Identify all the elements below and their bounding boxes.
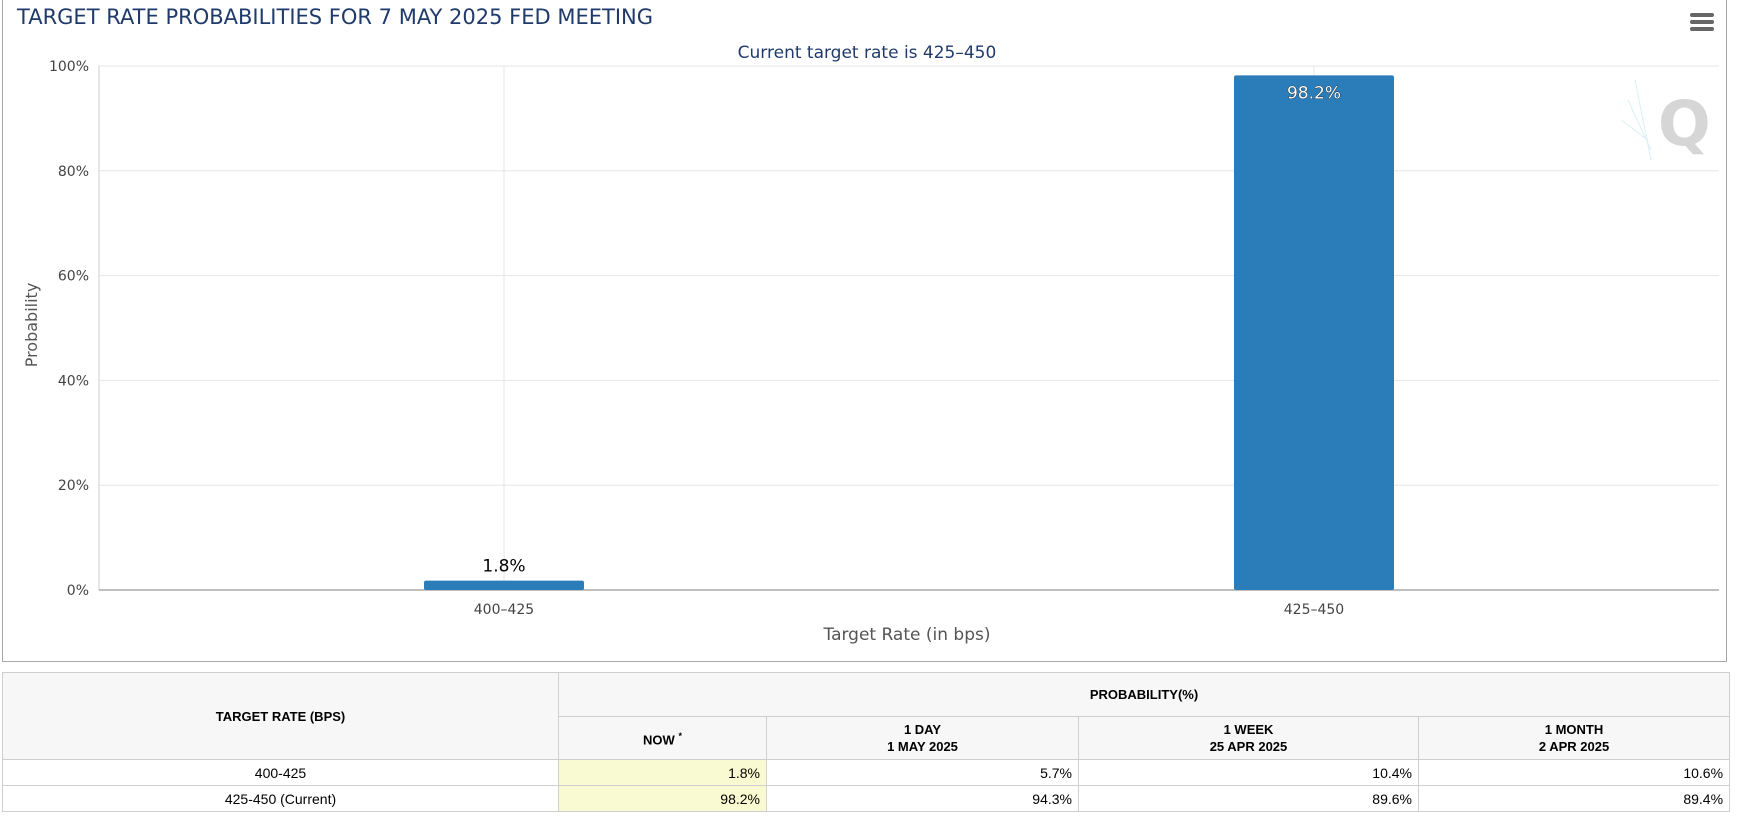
probability-table-container: TARGET RATE (BPS) PROBABILITY(%) NOW * 1… (2, 672, 1731, 812)
now-footnote-marker: * (678, 730, 682, 741)
y-tick-label: 40% (58, 373, 89, 389)
column-header-now: NOW * (558, 716, 767, 760)
chart-panel: TARGET RATE PROBABILITIES FOR 7 MAY 2025… (2, 0, 1727, 662)
probability-now-cell: 98.2% (558, 785, 767, 812)
y-tick-label: 100% (49, 59, 89, 75)
column-header-line1: NOW (643, 732, 675, 748)
quikstrike-q-logo: Q (1620, 79, 1711, 161)
target-rate-cell: 425-450 (Current) (2, 785, 559, 812)
probability-table: TARGET RATE (BPS) PROBABILITY(%) NOW * 1… (2, 672, 1731, 812)
probability-1-month-cell: 89.4% (1417, 785, 1731, 812)
probability-1-day-cell: 5.7% (766, 759, 1079, 786)
probability-now-cell: 1.8% (558, 759, 767, 786)
probability-1-day-cell: 94.3% (766, 785, 1079, 812)
y-axis-title: Probability (22, 283, 41, 368)
data-label: 98.2% (1287, 83, 1341, 103)
column-header-line2: 2 APR 2025 (1538, 739, 1610, 754)
chart-subtitle: Current target rate is 425–450 (738, 43, 997, 63)
probability-1-week-cell: 89.6% (1078, 785, 1419, 812)
column-header-line1: 1 MONTH (1544, 722, 1604, 737)
column-header-line1: 1 WEEK (1223, 722, 1274, 737)
bar-chart: Current target rate is 425–450 Q 0% 20% 40… (22, 43, 1719, 645)
probability-header: PROBABILITY(%) (557, 672, 1731, 717)
x-tick-label: 425–450 (1284, 602, 1344, 618)
svg-text:Q: Q (1658, 87, 1711, 160)
x-tick-label: 400–425 (474, 602, 534, 618)
target-rate-cell: 400-425 (2, 759, 559, 786)
y-tick-label: 20% (58, 478, 89, 494)
bar (1234, 75, 1394, 590)
y-tick-label: 80% (58, 164, 89, 180)
column-header-line2: 25 APR 2025 (1209, 739, 1288, 754)
column-header-1-day: 1 DAY 1 MAY 2025 (766, 716, 1079, 760)
x-axis-title: Target Rate (in bps) (823, 625, 991, 645)
probability-1-month-cell: 10.6% (1417, 759, 1731, 786)
column-header-line2: 1 MAY 2025 (887, 739, 958, 754)
table-row: 400-425 1.8% 5.7% 10.4% 10.6% (2, 759, 1731, 786)
y-tick-label: 60% (58, 269, 89, 285)
target-rate-header: TARGET RATE (BPS) (2, 672, 559, 760)
column-header-line1: 1 DAY (903, 722, 942, 737)
data-label: 1.8% (482, 557, 525, 577)
table-row: 425-450 (Current) 98.2% 94.3% 89.6% 89.4… (2, 785, 1731, 812)
probability-1-week-cell: 10.4% (1078, 759, 1419, 786)
y-tick-label: 0% (67, 583, 89, 599)
hamburger-menu-icon[interactable] (1690, 13, 1714, 35)
column-header-1-week: 1 WEEK 25 APR 2025 (1078, 716, 1419, 760)
bar (424, 580, 584, 590)
column-header-1-month: 1 MONTH 2 APR 2025 (1417, 716, 1731, 760)
chart-title: TARGET RATE PROBABILITIES FOR 7 MAY 2025… (17, 5, 654, 29)
